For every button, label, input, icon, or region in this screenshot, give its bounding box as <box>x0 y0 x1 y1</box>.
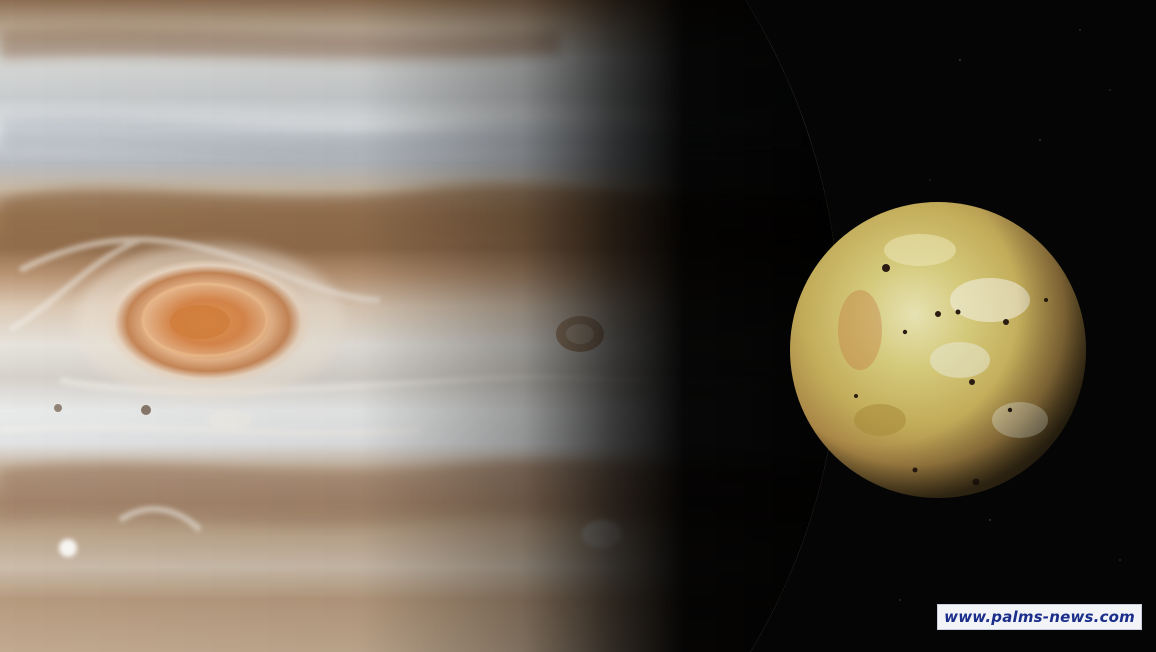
jupiter-planet <box>0 0 840 652</box>
io-moon <box>790 202 1086 498</box>
stars <box>899 29 1121 601</box>
watermark-label: www.palms-news.com <box>937 604 1142 630</box>
